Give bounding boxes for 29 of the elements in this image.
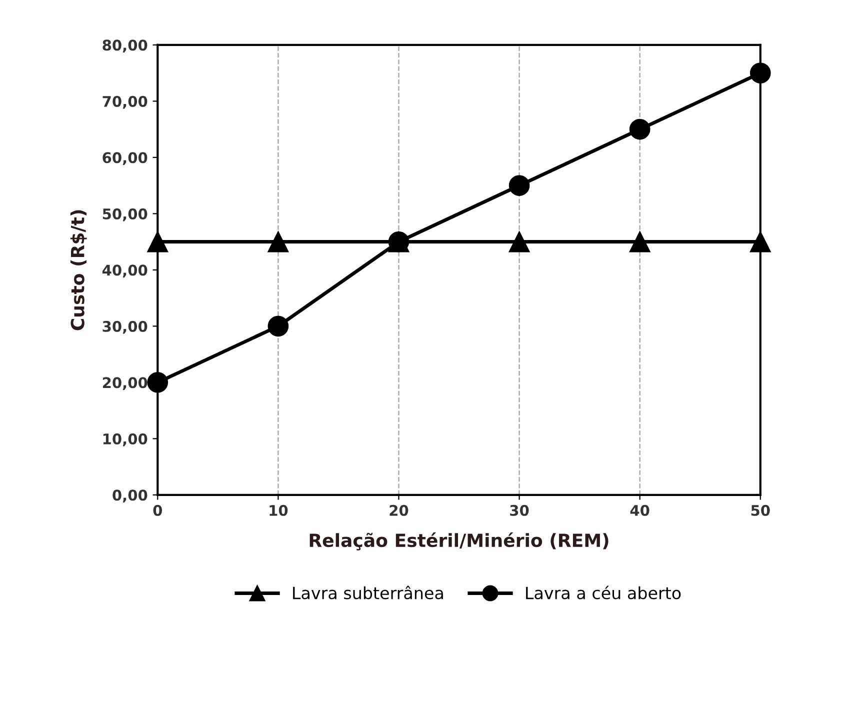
y-tick-label: 60,00 (102, 152, 148, 166)
x-tick-label: 40 (630, 504, 650, 516)
x-tick-label: 20 (390, 504, 408, 516)
point (147, 231, 168, 252)
y-tick-label: 0,00 (112, 490, 148, 503)
y-axis-title: Custo (R$/t) (70, 210, 87, 330)
legend-label: Lavra a céu aberto (526, 586, 681, 600)
point (750, 62, 771, 84)
point (508, 175, 530, 196)
x-tick-label: 10 (270, 504, 288, 516)
x-axis-title: Relação Estéril/Minério (REM) (310, 532, 608, 550)
y-tick-label: 20,00 (102, 377, 148, 390)
point (629, 231, 650, 252)
point (508, 231, 530, 252)
legend-label: Lavra subterrânea (293, 586, 443, 600)
point (629, 118, 650, 140)
y-tick-label: 30,00 (102, 320, 148, 334)
x-tick-label: 30 (510, 504, 529, 516)
y-tick-label: 40,00 (102, 264, 148, 278)
point (268, 231, 289, 252)
y-tick-label: 10,00 (103, 433, 148, 446)
x-tick-label: 0 (153, 504, 162, 516)
point (147, 372, 168, 393)
x-tick-label: 50 (751, 504, 770, 516)
y-tick-label: 80,00 (102, 40, 148, 53)
y-tick-label: 50,00 (102, 208, 148, 222)
point (268, 316, 289, 337)
y-tick-label: 70,00 (102, 96, 148, 109)
point (750, 231, 771, 252)
